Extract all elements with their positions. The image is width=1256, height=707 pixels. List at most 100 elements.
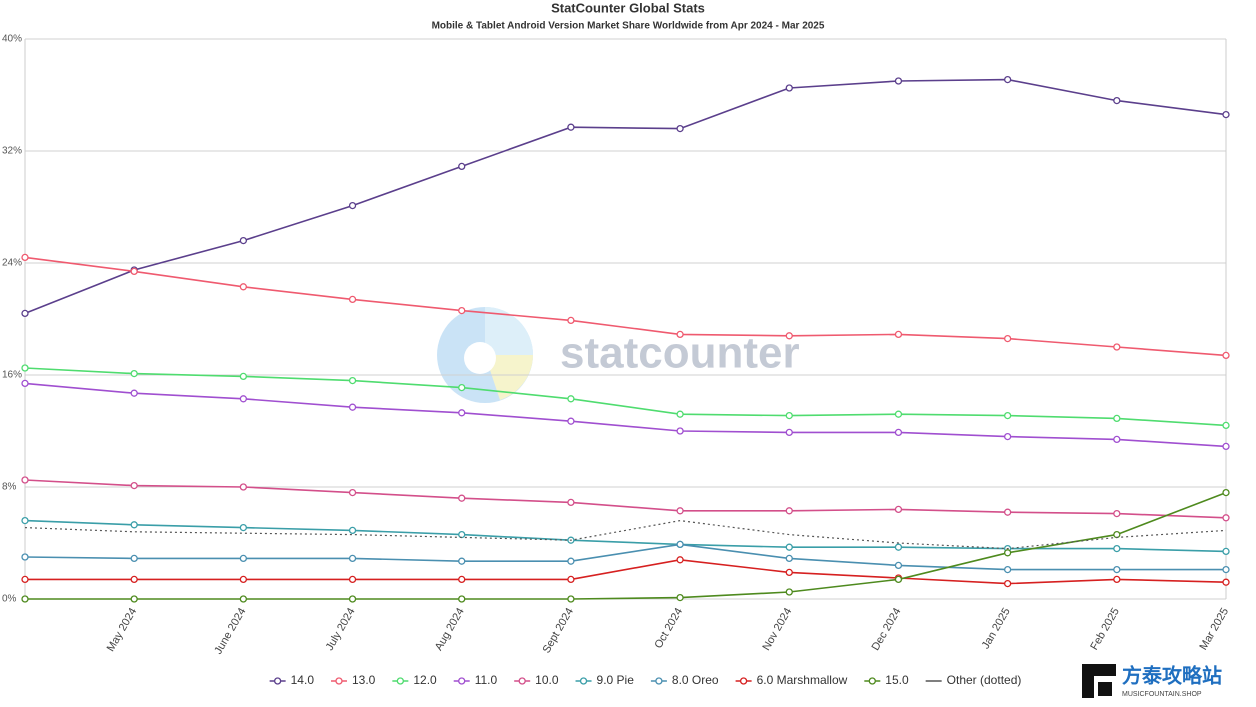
data-point <box>785 332 793 340</box>
legend: 14.0 13.0 12.0 11.0 10.0 9.0 Pie 8.0 Oreo 6.0 M… <box>269 673 1022 687</box>
data-point <box>894 77 903 85</box>
data-point <box>676 410 684 418</box>
series-line <box>24 367 1227 427</box>
legend-marker <box>868 677 876 685</box>
data-point <box>676 427 684 435</box>
data-point <box>1113 565 1121 574</box>
legend-label: 12.0 <box>413 673 437 687</box>
legend-item: 13.0 <box>330 673 376 687</box>
data-point <box>1003 549 1012 557</box>
data-point <box>239 523 248 532</box>
data-point <box>21 379 29 388</box>
legend-marker <box>396 677 405 685</box>
legend-marker <box>579 677 588 685</box>
data-point <box>1003 75 1012 84</box>
data-point <box>785 428 793 437</box>
legend-item: 9.0 Pie <box>575 673 635 687</box>
data-point <box>130 554 138 563</box>
data-point <box>676 593 684 602</box>
data-point <box>348 595 357 603</box>
y-tick-label: 40% <box>2 34 22 45</box>
data-point <box>458 383 466 392</box>
data-point <box>676 124 684 133</box>
data-point <box>567 557 575 565</box>
data-point <box>21 595 29 603</box>
x-tick-label: July 2024 <box>324 606 358 653</box>
data-point <box>348 403 357 411</box>
data-point <box>1222 514 1230 522</box>
data-point <box>239 483 248 491</box>
data-point <box>458 575 466 584</box>
data-point <box>567 316 575 325</box>
legend-label: 9.0 Pie <box>597 673 635 687</box>
data-point <box>1003 579 1012 588</box>
legend-label: 15.0 <box>885 673 909 687</box>
data-point <box>567 417 575 425</box>
series-line <box>24 256 1227 357</box>
data-point <box>21 516 29 525</box>
data-point <box>239 283 248 291</box>
data-point <box>567 575 575 584</box>
data-point <box>458 162 466 171</box>
series-line <box>25 491 1227 600</box>
series-line <box>25 558 1227 585</box>
data-point <box>1113 509 1121 518</box>
legend-label: 11.0 <box>475 673 498 687</box>
data-point <box>1222 578 1230 586</box>
data-point <box>676 330 684 339</box>
data-point <box>239 595 248 603</box>
data-point <box>894 428 903 437</box>
data-point <box>894 505 903 514</box>
x-tick-label: Aug 2024 <box>433 606 467 653</box>
data-point <box>894 561 903 570</box>
data-point <box>894 330 903 339</box>
legend-item: 8.0 Oreo <box>650 673 719 687</box>
chart-subtitle: Mobile & Tablet Android Version Market S… <box>432 21 825 32</box>
data-point <box>567 395 575 403</box>
data-point <box>458 595 466 603</box>
data-point <box>1003 565 1012 574</box>
data-point <box>348 295 357 304</box>
data-point <box>1222 351 1230 360</box>
y-tick-label: 16% <box>2 370 22 381</box>
data-point <box>1113 414 1121 423</box>
data-point <box>1003 508 1012 516</box>
badge: 方泰攻略站 MUSICFOUNTAIN.SHOP <box>1082 663 1222 698</box>
legend-item: 6.0 Marshmallow <box>735 673 848 687</box>
data-point <box>1113 343 1121 351</box>
data-point <box>894 575 903 584</box>
data-point <box>1113 544 1121 553</box>
data-point <box>239 575 248 584</box>
data-point <box>785 543 793 551</box>
x-tick-label: June 2024 <box>212 606 248 657</box>
data-point <box>785 554 793 563</box>
badge-subtitle: MUSICFOUNTAIN.SHOP <box>1122 691 1202 698</box>
legend-label: 10.0 <box>535 673 559 687</box>
data-point <box>458 306 466 315</box>
data-point <box>21 253 29 262</box>
data-point <box>21 476 29 484</box>
y-tick-label: 8% <box>2 482 17 493</box>
data-point <box>348 488 357 497</box>
data-point <box>785 588 793 596</box>
data-point <box>1113 575 1121 584</box>
y-tick-label: 32% <box>2 146 22 157</box>
data-point <box>785 568 793 577</box>
legend-item: 14.0 <box>269 673 314 687</box>
legend-label: Other (dotted) <box>947 673 1022 687</box>
data-point <box>1222 547 1230 556</box>
data-point <box>21 309 29 318</box>
data-point <box>239 236 248 245</box>
legend-marker <box>518 677 526 685</box>
data-point <box>1113 530 1121 539</box>
series-line <box>24 543 1226 571</box>
data-point <box>348 376 357 385</box>
legend-item: 15.0 <box>864 673 909 687</box>
data-point <box>1222 110 1230 119</box>
data-point <box>21 364 29 372</box>
data-point <box>348 575 357 584</box>
data-point <box>458 494 466 502</box>
data-point <box>21 553 29 561</box>
data-point <box>785 507 793 515</box>
